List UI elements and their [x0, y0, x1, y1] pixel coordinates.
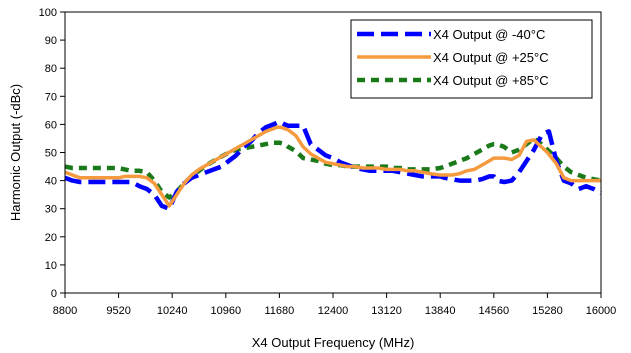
x-axis-title: X4 Output Frequency (MHz) — [252, 335, 415, 350]
plot-area-frame — [64, 11, 602, 294]
legend-label-2: X4 Output @ +85°C — [433, 73, 549, 88]
x-tick-label: 12400 — [318, 305, 349, 317]
y-tick-label: 100 — [39, 7, 57, 19]
x-tick-label: 8800 — [53, 305, 77, 317]
x-tick-label: 15280 — [532, 305, 563, 317]
y-tick-label: 30 — [45, 204, 57, 216]
x-tick-label: 14560 — [479, 305, 510, 317]
legend: X4 Output @ -40°C X4 Output @ +25°C X4 Out… — [350, 19, 593, 99]
y-tick-label: 50 — [45, 148, 57, 160]
x-tick-label: 13840 — [425, 305, 456, 317]
y-tick-label: 10 — [45, 260, 57, 272]
x-axis-ticks: 8800 9520 10240 10960 11680 12400 13120 13840 14… — [53, 293, 617, 317]
y-axis-title: Harmonic Output (-dBc) — [8, 84, 23, 221]
x-tick-label: 11680 — [265, 305, 295, 317]
y-tick-label: 70 — [45, 91, 57, 103]
x-tick-label: 9520 — [106, 305, 130, 317]
y-tick-label: 40 — [45, 176, 57, 188]
legend-label-0: X4 Output @ -40°C — [433, 27, 545, 42]
legend-label-1: X4 Output @ +25°C — [433, 50, 549, 65]
y-tick-label: 20 — [45, 232, 57, 244]
series-lines — [64, 119, 603, 211]
y-tick-label: 80 — [45, 63, 57, 75]
x-tick-label: 16000 — [586, 305, 617, 317]
y-axis-ticks: 0 10 20 30 40 50 60 70 80 90 100 — [39, 7, 65, 300]
y-tick-label: 60 — [45, 119, 57, 131]
x-tick-label: 10960 — [211, 305, 242, 317]
series-line-0 — [64, 119, 603, 211]
y-tick-label: 90 — [45, 35, 57, 47]
x-tick-label: 10240 — [157, 305, 188, 317]
y-tick-label: 0 — [51, 288, 57, 300]
series-line-1 — [64, 125, 601, 208]
x-tick-label: 13120 — [371, 305, 402, 317]
